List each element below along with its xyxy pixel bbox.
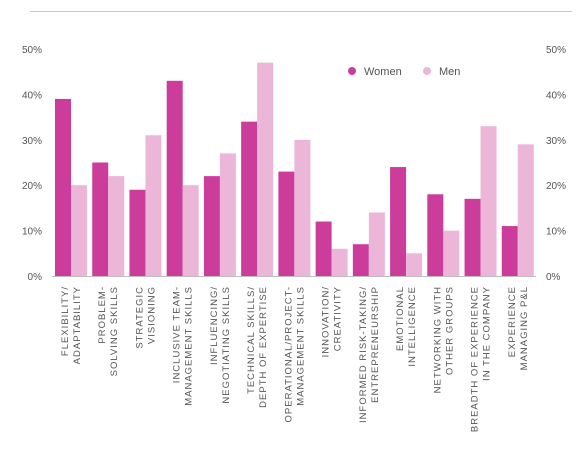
category-label-group: TECHNICAL SKILLS/DEPTH OF EXPERTISE <box>246 286 269 408</box>
legend-swatch-women <box>348 67 356 75</box>
category-label: INTELLIGENCE <box>407 286 418 367</box>
legend-label-women: Women <box>364 66 402 78</box>
bar-women-10 <box>427 194 444 276</box>
category-label: OTHER GROUPS <box>444 286 455 375</box>
category-label-group: EXPERIENCE MANAGING P&L <box>507 286 530 370</box>
category-label: INCLUSIVE TEAM- <box>172 286 183 383</box>
category-label: PROBLEM- <box>97 286 108 344</box>
legend-swatch-men <box>423 67 431 75</box>
y-tick-left-label: 10% <box>22 227 42 238</box>
category-label-group: INCLUSIVE TEAM- MANAGEMENT SKILLS <box>172 286 195 406</box>
category-label: SOLVING SKILLS <box>109 286 120 376</box>
category-label: CREATIVITY <box>333 286 344 351</box>
bar-women-5 <box>241 121 258 276</box>
category-label: MANAGING P&L <box>519 286 530 370</box>
category-label: MANAGEMENT SKILLS <box>295 286 306 406</box>
category-label-group: FLEXIBILITY/ADAPTABILITY <box>60 286 83 364</box>
y-tick-right-label: 40% <box>546 90 566 101</box>
category-label: INFLUENCING/ <box>209 286 220 365</box>
y-tick-right-label: 50% <box>546 45 566 56</box>
bar-men-0 <box>71 185 87 276</box>
category-label: ENTREPRENEURSHIP <box>370 286 381 403</box>
bar-men-3 <box>182 185 199 276</box>
category-label-group: STRATEGIC VISIONING <box>134 286 157 349</box>
y-tick-left-label: 40% <box>22 90 42 101</box>
bar-women-8 <box>352 244 369 276</box>
y-tick-right-label: 10% <box>546 227 566 238</box>
category-label-group: PROBLEM- SOLVING SKILLS <box>97 286 120 376</box>
category-label: ADAPTABILITY <box>72 286 83 364</box>
category-label: DEPTH OF EXPERTISE <box>258 286 269 408</box>
y-tick-left-label: 0% <box>28 272 43 283</box>
y-tick-right-label: 0% <box>546 272 561 283</box>
category-label-group: INFLUENCING/NEGOTIATING SKILLS <box>209 286 232 404</box>
category-label-group: NETWORKING WITH OTHER GROUPS <box>432 286 455 393</box>
bar-women-7 <box>315 221 332 276</box>
y-tick-left-label: 30% <box>22 136 42 147</box>
category-label-group: BREADTH OF EXPERIENCE IN THE COMPANY <box>470 286 493 432</box>
category-label: EXPERIENCE <box>507 286 518 357</box>
bar-men-5 <box>257 62 274 277</box>
bar-men-2 <box>145 135 162 276</box>
bar-women-9 <box>390 167 407 276</box>
bar-women-4 <box>203 176 220 276</box>
bar-men-1 <box>108 176 125 276</box>
category-label: VISIONING <box>146 286 157 344</box>
category-label: TECHNICAL SKILLS/ <box>246 286 257 394</box>
y-tick-right-label: 30% <box>546 136 566 147</box>
category-label: FLEXIBILITY/ <box>60 286 71 356</box>
top-divider <box>30 11 572 12</box>
category-label-group: EMOTIONAL INTELLIGENCE <box>395 286 418 367</box>
bar-women-1 <box>92 162 109 276</box>
bar-men-8 <box>368 212 385 276</box>
bar-men-7 <box>331 248 348 276</box>
bar-men-12 <box>517 144 534 276</box>
bar-women-11 <box>464 198 481 276</box>
bar-women-12 <box>501 226 518 276</box>
y-tick-right-label: 20% <box>546 181 566 192</box>
category-label-group: INNOVATION/CREATIVITY <box>321 286 344 357</box>
category-label: MANAGEMENT SKILLS <box>184 286 195 406</box>
category-label-group: INFORMED RISK-TAKING/ENTREPRENEURSHIP <box>358 286 381 423</box>
category-label: INNOVATION/ <box>321 286 332 357</box>
bar-men-10 <box>443 230 460 276</box>
category-label: NEGOTIATING SKILLS <box>221 286 232 404</box>
bar-men-9 <box>406 253 423 276</box>
category-label: INFORMED RISK-TAKING/ <box>358 286 369 423</box>
y-tick-left-label: 50% <box>22 45 42 56</box>
category-label-group: OPERATIONAL/PROJECT- MANAGEMENT SKILLS <box>283 286 306 422</box>
bar-women-3 <box>166 80 183 276</box>
legend-label-men: Men <box>439 66 460 78</box>
bar-women-6 <box>278 171 295 276</box>
bar-men-11 <box>480 126 497 277</box>
category-label: BREADTH OF EXPERIENCE <box>470 286 481 432</box>
bar-women-0 <box>55 98 71 276</box>
category-label: STRATEGIC <box>134 286 145 349</box>
y-tick-left-label: 20% <box>22 181 42 192</box>
category-label: NETWORKING WITH <box>432 286 443 393</box>
bar-men-6 <box>294 139 311 276</box>
category-label: EMOTIONAL <box>395 286 406 351</box>
category-label: OPERATIONAL/PROJECT- <box>283 286 294 422</box>
category-label: IN THE COMPANY <box>482 286 493 381</box>
bar-women-2 <box>129 189 146 276</box>
bar-men-4 <box>219 153 236 276</box>
